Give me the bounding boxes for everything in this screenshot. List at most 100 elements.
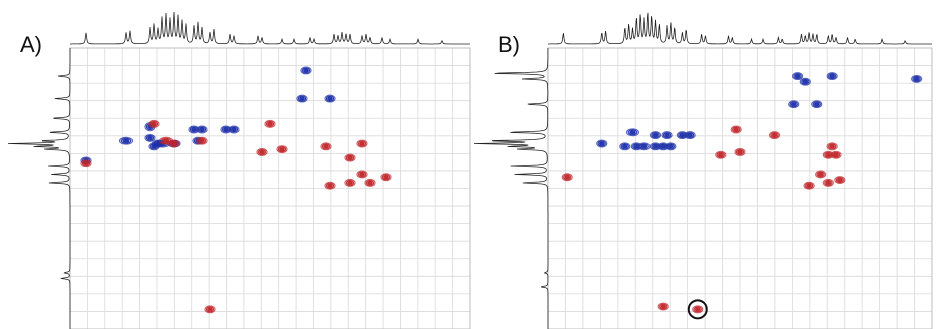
- negative-peak-contour: [327, 183, 333, 188]
- negative-peak-contour: [171, 141, 177, 146]
- negative-peak-contour: [324, 181, 336, 190]
- positive-peak-contour: [640, 144, 648, 149]
- positive-peak: [684, 131, 696, 140]
- positive-peak-contour: [790, 102, 797, 107]
- negative-peak: [715, 150, 727, 159]
- positive-peak: [826, 72, 838, 81]
- negative-peak-contour: [347, 180, 353, 185]
- positive-peak-contour: [122, 138, 130, 143]
- negative-peak-contour: [364, 178, 376, 187]
- negative-peak-contour: [732, 126, 741, 133]
- negative-peak-contour: [694, 307, 701, 312]
- positive-peak-contour: [666, 143, 676, 150]
- positive-peak: [596, 139, 608, 148]
- negative-peak-contour: [659, 303, 668, 310]
- negative-peak: [834, 176, 846, 185]
- positive-peak-contour: [813, 102, 820, 107]
- negative-peak-contour: [169, 140, 179, 147]
- positive-peak: [144, 133, 156, 142]
- negative-peak: [803, 181, 815, 190]
- negative-peak: [320, 142, 332, 151]
- positive-peak-contour: [665, 142, 677, 151]
- panel-a-peaks: [80, 66, 392, 314]
- negative-peak-contour: [657, 302, 669, 311]
- negative-peak-contour: [199, 138, 205, 143]
- negative-peak-contour: [205, 306, 215, 313]
- negative-peak-contour: [168, 139, 180, 148]
- negative-peak-contour: [835, 177, 844, 184]
- negative-peak-contour: [693, 306, 702, 313]
- positive-peak: [665, 142, 677, 151]
- positive-peak-contour: [327, 96, 333, 101]
- positive-peak-contour: [300, 66, 312, 75]
- negative-peak-contour: [148, 119, 160, 128]
- positive-peak-contour: [325, 95, 335, 102]
- positive-peak-contour: [662, 132, 672, 139]
- positive-peak-contour: [685, 132, 695, 139]
- positive-peak-contour: [802, 79, 809, 84]
- positive-peak-contour: [188, 125, 200, 134]
- positive-peak-contour: [788, 100, 800, 109]
- negative-peak-contour: [771, 133, 778, 138]
- negative-peak-contour: [824, 179, 833, 186]
- positive-peak-contour: [652, 144, 659, 149]
- positive-peak-contour: [651, 132, 660, 139]
- positive-peak-contour: [664, 133, 670, 138]
- positive-peak-contour: [679, 133, 686, 138]
- negative-peak-contour: [692, 305, 704, 314]
- negative-peak-contour: [277, 146, 287, 153]
- positive-peak-contour: [229, 126, 239, 133]
- positive-peak-contour: [913, 76, 920, 81]
- negative-peak-contour: [833, 152, 839, 157]
- panel-a-grid: [69, 47, 471, 329]
- negative-peak: [692, 305, 704, 314]
- negative-peak-contour: [660, 304, 667, 309]
- positive-peak-contour: [221, 126, 231, 133]
- positive-peak-contour: [197, 126, 207, 133]
- positive-peak-contour: [297, 95, 307, 102]
- positive-peak-contour: [223, 127, 229, 132]
- panel-b-grid: [547, 47, 933, 329]
- panel-a-label: A): [20, 32, 42, 57]
- positive-peak: [811, 100, 823, 109]
- positive-peak: [228, 125, 240, 134]
- positive-peak-contour: [620, 143, 629, 150]
- negative-peak-contour: [356, 170, 368, 179]
- negative-peak-contour: [735, 148, 745, 155]
- negative-peak-contour: [822, 178, 834, 187]
- negative-peak-contour: [837, 177, 843, 183]
- negative-peak-contour: [279, 147, 285, 152]
- negative-peak-contour: [817, 172, 824, 177]
- positive-peak-contour: [789, 101, 798, 108]
- negative-peak-contour: [264, 119, 276, 128]
- negative-peak: [822, 178, 834, 187]
- negative-peak-contour: [151, 121, 157, 126]
- negative-peak-contour: [359, 141, 365, 146]
- positive-peak-contour: [668, 144, 674, 149]
- negative-peak-contour: [257, 148, 267, 155]
- positive-peak-contour: [792, 72, 804, 81]
- positive-peak: [799, 77, 811, 86]
- negative-peak-contour: [259, 149, 265, 155]
- negative-peak-contour: [162, 138, 170, 143]
- positive-peak-contour: [794, 74, 801, 79]
- positive-peak-contour: [220, 125, 232, 134]
- negative-peak-contour: [256, 148, 268, 156]
- negative-peak-contour: [347, 155, 353, 160]
- positive-peak-contour: [621, 144, 628, 149]
- positive-peak-contour: [196, 125, 208, 134]
- negative-peak-contour: [276, 145, 288, 154]
- negative-peak-contour: [825, 180, 832, 185]
- negative-peak-contour: [815, 170, 827, 179]
- negative-peak: [148, 119, 160, 128]
- negative-peak-contour: [196, 136, 208, 145]
- positive-peak-contour: [596, 139, 608, 148]
- negative-peak: [324, 181, 336, 190]
- negative-peak-contour: [381, 174, 391, 181]
- positive-peak-contour: [145, 134, 155, 141]
- positive-peak-contour: [633, 144, 640, 149]
- positive-peak-contour: [801, 78, 810, 85]
- positive-peak: [300, 66, 312, 75]
- positive-peak-contour: [811, 100, 823, 109]
